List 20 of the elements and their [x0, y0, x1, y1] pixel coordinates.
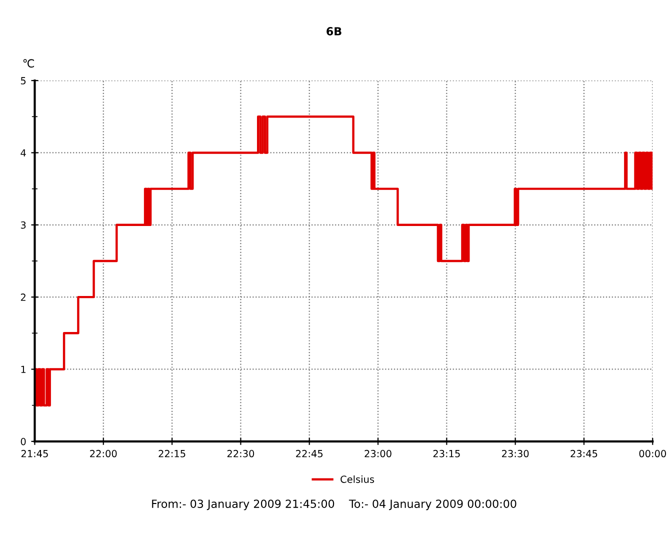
- text: From:- 03 January 2009 21:45:00 To:- 04 January 2009 00:00:00: [152, 500, 516, 510]
- x-tick-label: 22:15: [158, 450, 186, 458]
- y-tick-label: 2: [20, 294, 26, 301]
- y-axis-title: ℃: [23, 59, 34, 68]
- x-tick-label: 23:15: [433, 450, 460, 458]
- x-tick-label: 21:45: [21, 450, 48, 458]
- legend-label: Celsius: [340, 475, 374, 483]
- x-tick-label: 00:00: [639, 450, 666, 458]
- y-tick-label: 5: [20, 77, 26, 84]
- chart-title: 6B: [326, 27, 342, 36]
- x-tick-label: 22:30: [227, 450, 254, 458]
- y-tick-label: 1: [21, 366, 26, 373]
- y-tick-label: 3: [20, 221, 26, 229]
- x-tick-label: 23:00: [364, 450, 392, 458]
- x-tick-label: 23:30: [502, 450, 529, 458]
- x-tick-label: 22:45: [296, 450, 323, 458]
- y-tick-label: 4: [20, 149, 26, 156]
- x-tick-label: 22:00: [90, 450, 117, 458]
- x-tick-label: 23:45: [570, 450, 598, 458]
- y-tick-label: 0: [20, 438, 26, 446]
